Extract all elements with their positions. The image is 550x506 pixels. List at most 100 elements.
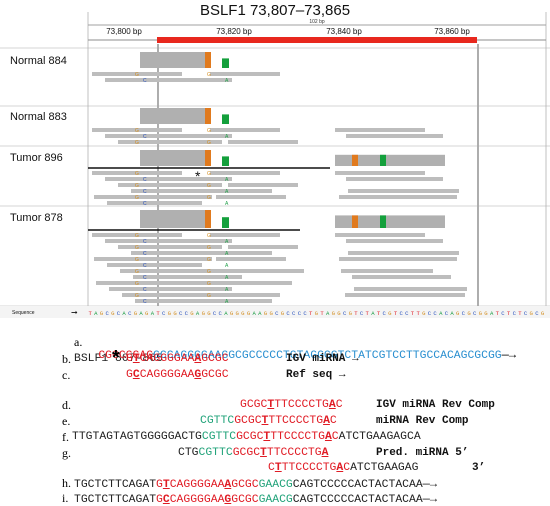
svg-text:C: C <box>383 310 387 317</box>
svg-text:C: C <box>143 177 147 183</box>
svg-text:G: G <box>337 310 341 317</box>
ruler-tick-3: 73,840 bp <box>326 27 362 36</box>
arrow-icon: → <box>338 369 346 381</box>
alignment-reads: G GC AG GC AG GG GC AG GC AG GC AG GC AG GC AG GC AG GC AG G… <box>92 52 467 305</box>
svg-text:C: C <box>298 310 302 317</box>
svg-text:G: G <box>541 310 545 317</box>
arrow-icon: —→ <box>422 492 438 506</box>
svg-text:C: C <box>213 310 217 317</box>
svg-text:G: G <box>135 195 139 201</box>
svg-text:C: C <box>535 310 539 317</box>
svg-text:T: T <box>411 310 415 317</box>
svg-text:C: C <box>143 251 147 257</box>
svg-text:G: G <box>484 310 488 317</box>
line-d-desc: IGV miRNA Rev Comp <box>376 399 495 411</box>
svg-text:G: G <box>207 257 211 263</box>
svg-text:G: G <box>207 269 211 275</box>
svg-text:T: T <box>518 310 522 317</box>
svg-text:T: T <box>377 310 381 317</box>
svg-text:C: C <box>360 310 364 317</box>
line-f-letter: f. <box>62 430 69 444</box>
line-c-sequence: GCCAGGGGAAGGCGC <box>126 369 229 381</box>
panel-a-sequence: CGGCCGAGGCCAGGGGAAGGCGCCCCCTGTAGGCGTCTAT… <box>98 348 517 362</box>
svg-text:A: A <box>225 78 229 84</box>
svg-text:G: G <box>100 310 104 317</box>
svg-text:G: G <box>135 72 139 78</box>
svg-text:A: A <box>439 310 443 317</box>
line-f-sequence: TTGTAGTAGTGGGGGACTGCGTTCGCGCTTTCCCCTGACA… <box>72 431 421 443</box>
svg-text:G: G <box>207 128 211 134</box>
svg-text:C: C <box>462 310 466 317</box>
svg-text:C: C <box>445 310 449 317</box>
svg-text:C: C <box>343 310 347 317</box>
svg-text:G: G <box>135 183 139 189</box>
svg-text:A: A <box>225 299 229 305</box>
svg-text:C: C <box>143 299 147 305</box>
line-b-desc: IGV miRNA → <box>286 353 359 365</box>
highlight-region <box>157 37 477 43</box>
svg-text:C: C <box>405 310 409 317</box>
svg-text:G: G <box>207 233 211 239</box>
svg-text:G: G <box>207 72 211 78</box>
svg-text:G: G <box>207 183 211 189</box>
svg-text:A: A <box>225 177 229 183</box>
svg-text:G: G <box>207 310 211 317</box>
line-d-letter: d. <box>62 398 71 412</box>
svg-text:G: G <box>349 310 353 317</box>
svg-text:C: C <box>179 310 183 317</box>
svg-text:C: C <box>473 310 477 317</box>
line-g3-sequence: CTTTCCCCTGACATCTGAAGAG <box>268 462 419 474</box>
svg-text:G: G <box>269 310 273 317</box>
svg-text:C: C <box>117 310 121 317</box>
svg-text:C: C <box>428 310 432 317</box>
track-label-normal-884: Normal 884 <box>10 55 67 67</box>
svg-text:A: A <box>94 310 98 317</box>
svg-text:T: T <box>366 310 370 317</box>
svg-text:A: A <box>258 310 262 317</box>
svg-text:C: C <box>513 310 517 317</box>
svg-text:A: A <box>252 310 256 317</box>
svg-text:C: C <box>143 287 147 293</box>
svg-text:G: G <box>247 310 251 317</box>
svg-text:G: G <box>168 310 172 317</box>
ruler: 102 bp 73,800 bp 73,820 bp 73,840 bp 73,… <box>88 19 546 43</box>
svg-text:C: C <box>143 263 147 269</box>
svg-text:C: C <box>143 189 147 195</box>
svg-text:C: C <box>275 310 279 317</box>
svg-text:C: C <box>219 310 223 317</box>
line-e-letter: e. <box>62 414 71 428</box>
line-e-desc: miRNA Rev Comp <box>376 415 469 427</box>
line-g-letter: g. <box>62 446 71 460</box>
svg-text:T: T <box>416 310 420 317</box>
svg-text:T: T <box>496 310 500 317</box>
svg-text:G: G <box>202 310 206 317</box>
svg-text:A: A <box>450 310 454 317</box>
arrow-icon: → <box>352 353 359 365</box>
svg-text:G: G <box>134 310 138 317</box>
svg-text:G: G <box>111 310 115 317</box>
svg-text:G: G <box>230 310 234 317</box>
svg-text:G: G <box>236 310 240 317</box>
svg-text:G: G <box>207 171 211 177</box>
line-g3-desc: 3’ <box>472 462 486 474</box>
svg-text:A: A <box>225 275 229 281</box>
sequence-label: Sequence <box>12 310 35 316</box>
svg-text:A: A <box>225 201 229 207</box>
svg-text:A: A <box>224 310 228 317</box>
line-g-sequence: CTGCGTTCGCGCTTTCCCCTGA <box>178 447 329 459</box>
svg-text:A: A <box>326 310 330 317</box>
svg-text:T: T <box>507 310 511 317</box>
igv-genome-browser[interactable]: 102 bp 73,800 bp 73,820 bp 73,840 bp 73,… <box>0 0 550 318</box>
svg-text:T: T <box>89 310 93 317</box>
svg-text:C: C <box>143 78 147 84</box>
svg-text:G: G <box>207 195 211 201</box>
svg-text:A: A <box>151 310 155 317</box>
panel-a-letter: a. <box>74 335 83 349</box>
svg-text:G: G <box>281 310 285 317</box>
svg-text:G: G <box>190 310 194 317</box>
svg-text:A: A <box>225 263 229 269</box>
svg-text:G: G <box>173 310 177 317</box>
svg-text:C: C <box>143 201 147 207</box>
line-b-sequence: GTCAGGGGAAAGCGC <box>126 353 229 365</box>
